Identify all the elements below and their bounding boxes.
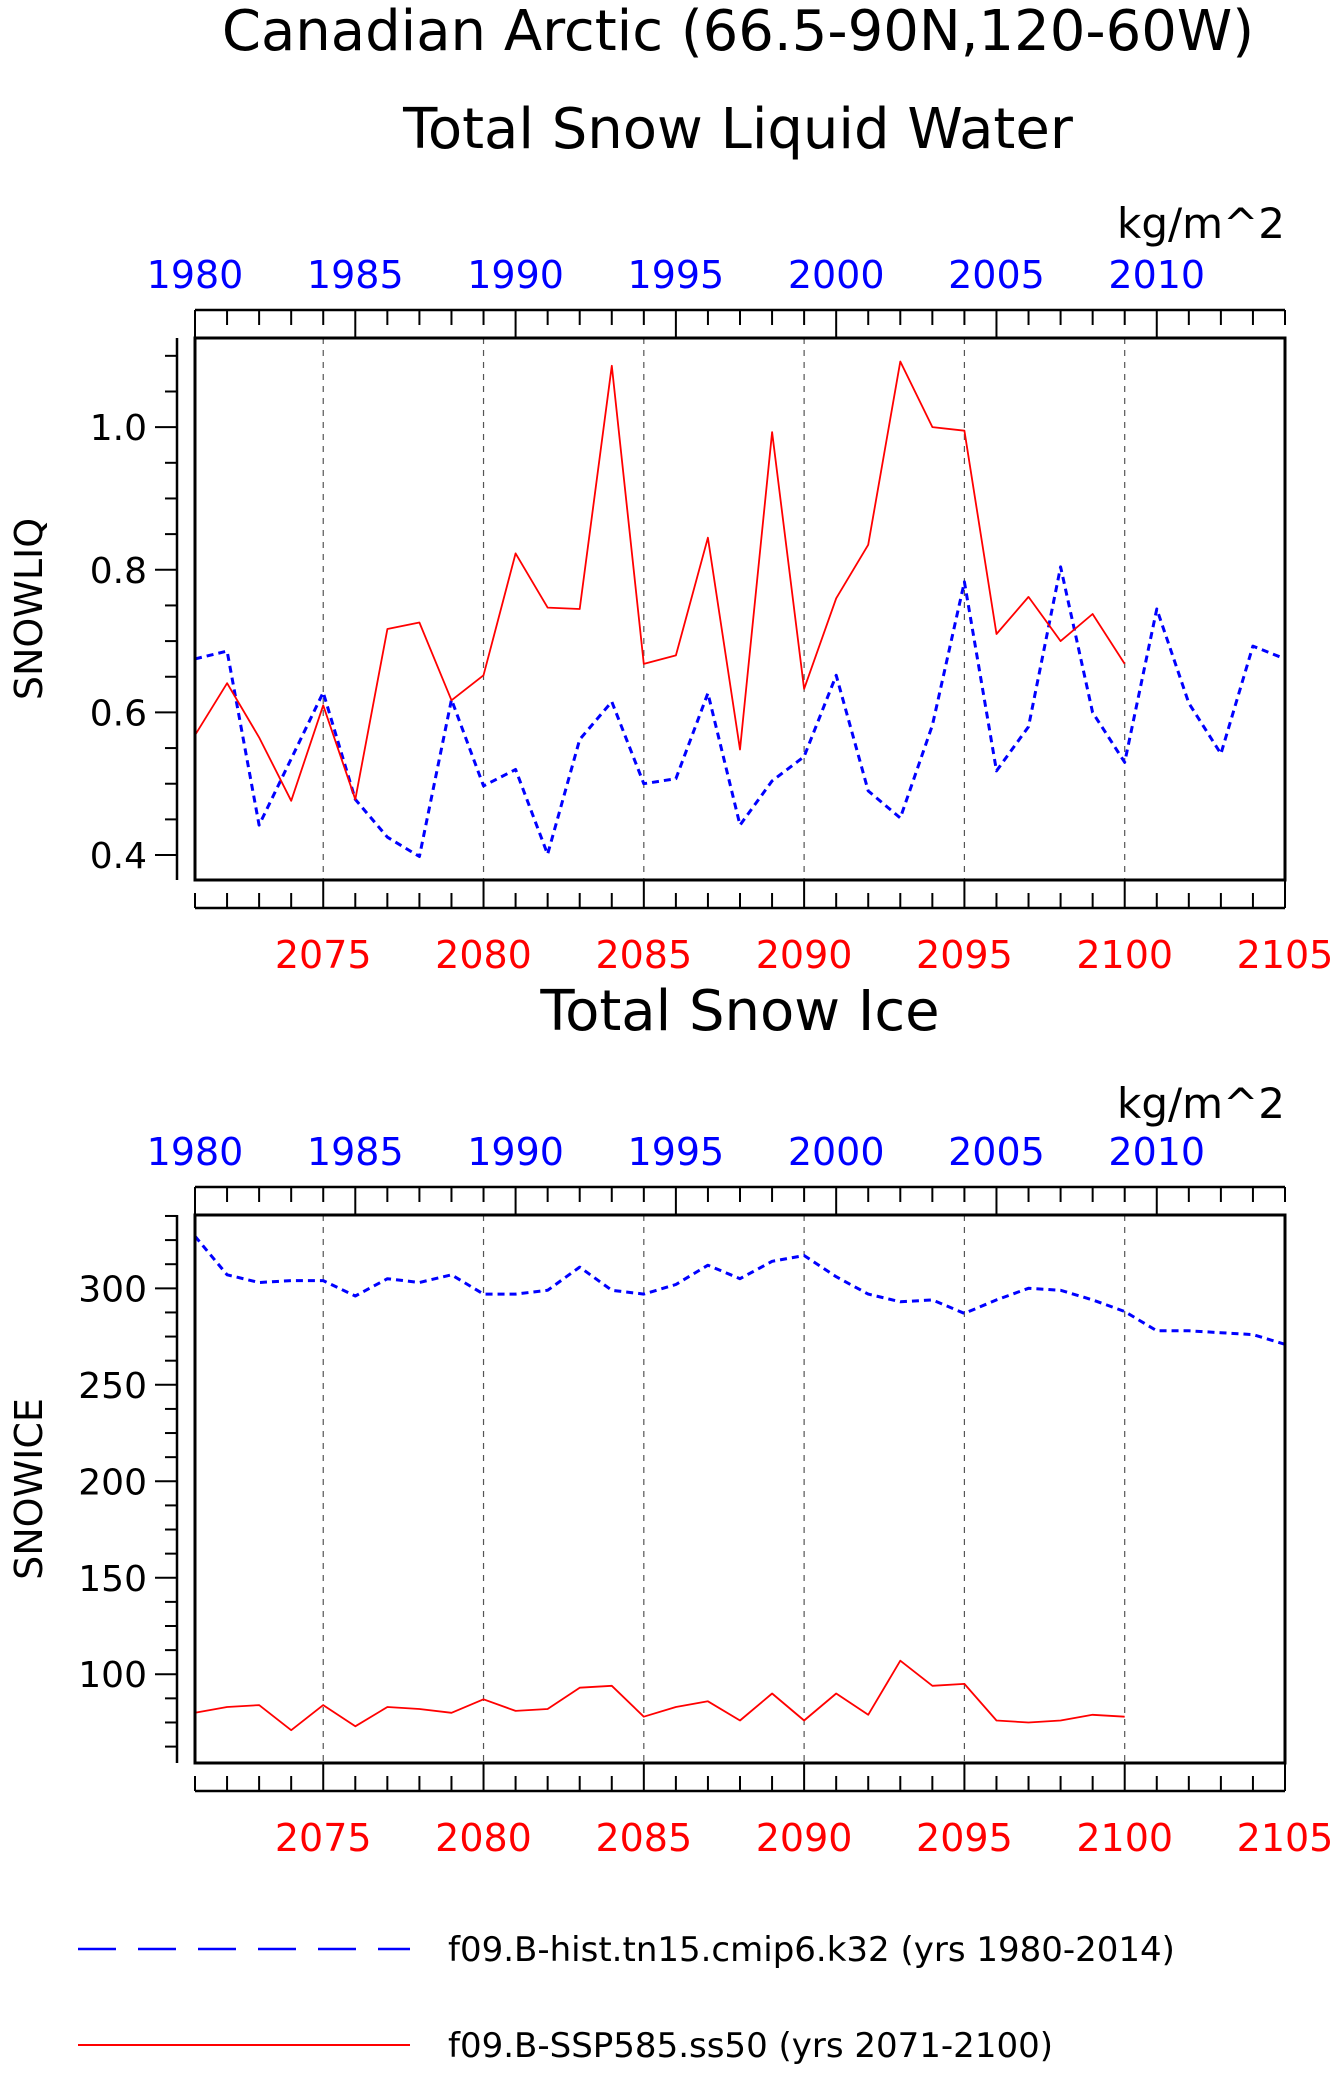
bottom-tick-label: 2085	[595, 1816, 692, 1860]
bottom-tick-label: 2095	[916, 933, 1013, 977]
legend: f09.B-hist.tn15.cmip6.k32 (yrs 1980-2014…	[78, 1930, 1175, 2066]
panel-snowliq: 1980 1985 1990 1995 2000 2005 2010 2075 2080 2085…	[7, 253, 1333, 977]
top-tick-label: 1980	[147, 1130, 244, 1174]
y-tick-label: 150	[78, 1559, 147, 1600]
bottom-tick-label: 2105	[1237, 933, 1333, 977]
bottom-tick-label: 2085	[595, 933, 692, 977]
bottom-tick-label: 2095	[916, 1816, 1013, 1860]
panel1-title: Total Snow Liquid Water	[402, 97, 1074, 162]
bottom-tick-label: 2100	[1076, 933, 1173, 977]
top-tick-label: 1990	[467, 1130, 564, 1174]
top-tick-label: 1990	[467, 253, 564, 297]
y-axis-label: SNOWLIQ	[7, 518, 51, 700]
top-tick-label: 1995	[628, 253, 725, 297]
legend-label-ssp: f09.B-SSP585.ss50 (yrs 2071-2100)	[448, 2026, 1053, 2066]
bottom-tick-label: 2100	[1076, 1816, 1173, 1860]
y-tick-label: 0.8	[90, 551, 147, 592]
y-tick-label: 200	[78, 1462, 147, 1503]
top-tick-label: 2000	[788, 253, 885, 297]
bottom-tick-label: 2075	[275, 933, 372, 977]
y-axis-label: SNOWICE	[7, 1398, 51, 1580]
series-line-ssp	[194, 1659, 1125, 1732]
y-tick-label: 300	[78, 1269, 147, 1310]
bottom-tick-label: 2090	[756, 1816, 853, 1860]
legend-label-hist: f09.B-hist.tn15.cmip6.k32 (yrs 1980-2014…	[448, 1930, 1175, 1970]
y-tick-label: 100	[78, 1655, 147, 1696]
top-tick-label: 2005	[948, 1130, 1045, 1174]
bottom-tick-label: 2090	[756, 933, 853, 977]
top-tick-label: 2010	[1108, 253, 1205, 297]
figure-title-line1: Canadian Arctic (66.5-90N,120-60W)	[222, 0, 1254, 64]
plot-frame	[193, 1213, 1287, 1765]
top-tick-label: 2000	[788, 1130, 885, 1174]
y-tick-label: 1.0	[90, 408, 147, 449]
top-tick-label: 1985	[307, 253, 404, 297]
panel2-units: kg/m^2	[1117, 1079, 1285, 1128]
y-tick-label: 0.6	[90, 693, 147, 734]
bottom-tick-label: 2105	[1237, 1816, 1333, 1860]
top-tick-label: 2005	[948, 253, 1045, 297]
bottom-tick-label: 2075	[275, 1816, 372, 1860]
series-line-ssp	[194, 360, 1126, 802]
top-tick-label: 1985	[307, 1130, 404, 1174]
y-tick-label: 250	[78, 1366, 147, 1407]
bottom-tick-label: 2080	[435, 933, 532, 977]
bottom-tick-label: 2080	[435, 1816, 532, 1860]
series-line-hist	[193, 1235, 1286, 1346]
top-tick-label: 2010	[1108, 1130, 1205, 1174]
panel2-title: Total Snow Ice	[539, 979, 939, 1044]
panel-snowice: 1980 1985 1990 1995 2000 2005 2010 2075 2080 2085…	[7, 1130, 1333, 1860]
series-line-hist	[194, 565, 1286, 858]
y-tick-label: 0.4	[90, 836, 147, 877]
top-tick-label: 1980	[147, 253, 244, 297]
panel1-units: kg/m^2	[1117, 199, 1285, 248]
top-tick-label: 1995	[628, 1130, 725, 1174]
plot-frame	[193, 336, 1287, 882]
